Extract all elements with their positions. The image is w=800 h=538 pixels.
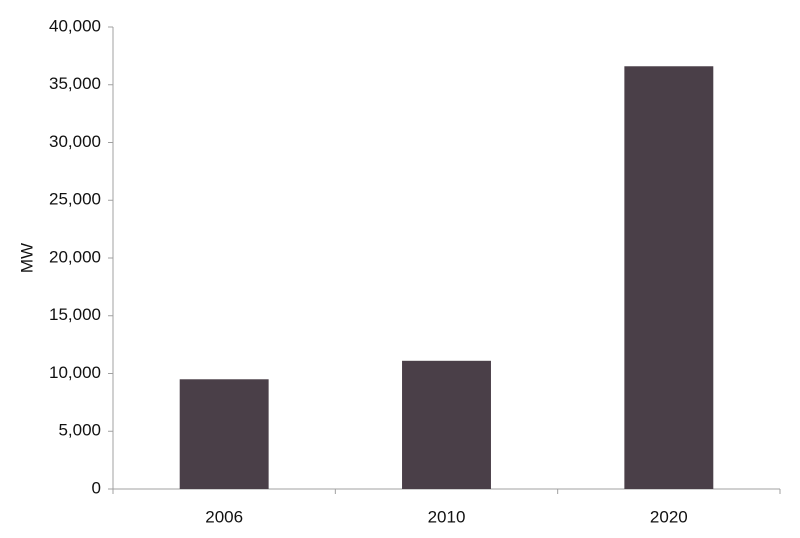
x-tick-label: 2020 xyxy=(650,507,688,526)
y-tick-label: 0 xyxy=(92,478,101,497)
x-tick-label: 2010 xyxy=(428,507,466,526)
y-tick-label: 10,000 xyxy=(49,363,101,382)
bar xyxy=(179,379,269,489)
y-tick-label: 20,000 xyxy=(49,247,101,266)
y-tick-label: 30,000 xyxy=(49,132,101,151)
y-tick-label: 5,000 xyxy=(58,421,101,440)
bar xyxy=(402,360,491,489)
bar xyxy=(624,66,714,490)
y-tick-label: 15,000 xyxy=(49,305,101,324)
y-tick-label: 25,000 xyxy=(49,190,101,209)
y-tick-label: 35,000 xyxy=(49,74,101,93)
y-axis-label: MW xyxy=(17,243,36,273)
y-tick-label: 40,000 xyxy=(49,16,101,35)
x-tick-label: 2006 xyxy=(205,507,243,526)
